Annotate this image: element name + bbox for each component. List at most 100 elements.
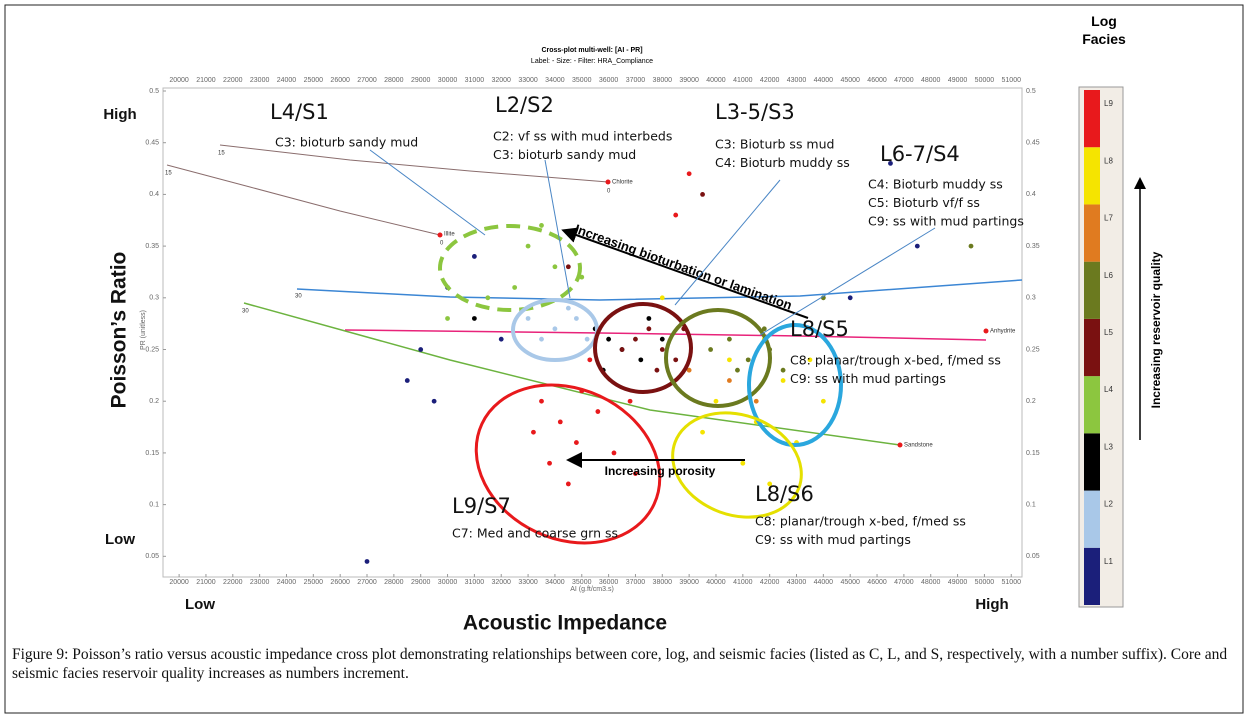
group-description: C9: ss with mud partings — [790, 371, 946, 386]
mineral-label: 30 — [242, 309, 249, 315]
y-right-tick-label: 0.5 — [1026, 88, 1036, 95]
x-top-tick-label: 49000 — [948, 77, 968, 84]
x-tick-label: 27000 — [357, 579, 377, 586]
point — [498, 336, 504, 342]
x-tick-label: 42000 — [760, 579, 780, 586]
group-description: C4: Bioturb muddy ss — [868, 177, 1003, 192]
y-tick-label: 0.05 — [145, 553, 159, 560]
x-top-tick-label: 20000 — [169, 77, 189, 84]
group-label: L2/S2 — [495, 93, 554, 117]
x-low-label: Low — [185, 596, 215, 613]
x-tick-label: 24000 — [277, 579, 297, 586]
point — [745, 357, 751, 363]
x-top-tick-label: 50000 — [975, 77, 995, 84]
x-top-tick-label: 38000 — [653, 77, 673, 84]
legend-title: Log Facies — [1082, 13, 1126, 47]
point — [525, 243, 531, 249]
point — [471, 254, 477, 259]
illite-point — [437, 232, 443, 238]
point — [539, 223, 544, 228]
point — [531, 429, 536, 435]
point — [727, 378, 732, 383]
point — [431, 398, 437, 404]
point — [638, 357, 644, 363]
point — [525, 316, 531, 321]
point — [686, 367, 692, 373]
chart-title: Cross-plot multi-well: [AI - PR] — [541, 47, 642, 54]
point — [735, 367, 740, 373]
x-top-tick-label: 39000 — [679, 77, 699, 84]
point — [485, 295, 491, 301]
x-top-tick-label: 26000 — [330, 77, 350, 84]
point — [727, 357, 732, 363]
mineral-label: Chlorite — [612, 180, 633, 186]
x-tick-label: 50000 — [975, 579, 995, 586]
legend-swatch — [1084, 147, 1100, 205]
group-description: C8: planar/trough x-bed, f/med ss — [755, 514, 966, 529]
point — [780, 367, 786, 373]
point — [512, 285, 518, 290]
x-tick-label: 33000 — [518, 579, 538, 586]
group-label: L8/S5 — [790, 317, 849, 341]
x-top-tick-label: 41000 — [733, 77, 753, 84]
x-tick-label: 30000 — [438, 579, 458, 586]
point — [633, 471, 638, 476]
x-top-tick-label: 23000 — [250, 77, 270, 84]
x-tick-label: 20000 — [169, 579, 189, 586]
legend-label: L1 — [1104, 557, 1113, 566]
x-top-tick-label: 43000 — [787, 77, 807, 84]
group-label: L6-7/S4 — [880, 142, 960, 166]
point — [565, 481, 571, 487]
point — [700, 429, 705, 435]
x-tick-label: 31000 — [465, 579, 485, 586]
legend-swatch — [1084, 318, 1100, 377]
y-tick-label: 0.1 — [149, 501, 159, 508]
y-axis-inner-label: PR (unitless) — [140, 310, 147, 350]
x-tick-label: 34000 — [545, 579, 565, 586]
x-tick-label: 51000 — [1002, 579, 1022, 586]
x-top-tick-label: 45000 — [840, 77, 860, 84]
x-top-tick-label: 47000 — [894, 77, 914, 84]
y-right-tick-label: 0.1 — [1026, 501, 1036, 508]
chart-subtitle: Label: - Size: - Filter: HRA_Compliance — [531, 58, 653, 65]
y-right-tick-label: 0.2 — [1026, 398, 1036, 405]
x-top-tick-label: 44000 — [814, 77, 834, 84]
y-tick-label: 0.4 — [149, 191, 159, 198]
point — [404, 378, 410, 383]
point — [659, 336, 665, 342]
ellipse-l8-s6 — [671, 411, 803, 519]
x-tick-label: 45000 — [840, 579, 860, 586]
ellipse-l9 — [474, 383, 662, 545]
y-tick-label: 0.25 — [145, 346, 159, 353]
legend-swatch — [1084, 376, 1100, 434]
x-tick-label: 44000 — [814, 579, 834, 586]
y-right-tick-label: 0.45 — [1026, 140, 1040, 147]
point — [646, 316, 652, 321]
point — [740, 460, 746, 466]
legend-swatch — [1084, 90, 1100, 148]
x-top-tick-label: 48000 — [921, 77, 941, 84]
y-right-tick-label: 0.25 — [1026, 346, 1040, 353]
point — [471, 316, 477, 321]
y-tick-label: 0.5 — [149, 88, 159, 95]
x-tick-label: 40000 — [706, 579, 726, 586]
legend-swatch — [1084, 433, 1100, 491]
point — [573, 316, 579, 321]
point — [606, 336, 612, 342]
point — [673, 212, 679, 218]
point — [552, 326, 558, 332]
x-top-tick-label: 33000 — [518, 77, 538, 84]
x-tick-label: 38000 — [653, 579, 673, 586]
point — [888, 160, 893, 166]
y-low-label: Low — [105, 531, 135, 548]
x-top-tick-label: 22000 — [223, 77, 243, 84]
x-tick-label: 43000 — [787, 579, 807, 586]
blue-line — [296, 279, 1023, 301]
legend-swatch — [1084, 490, 1100, 548]
x-tick-label: 48000 — [921, 579, 941, 586]
y-right-tick-label: 0.05 — [1026, 553, 1040, 560]
x-tick-label: 46000 — [867, 579, 887, 586]
y-tick-label: 0.15 — [145, 450, 159, 457]
